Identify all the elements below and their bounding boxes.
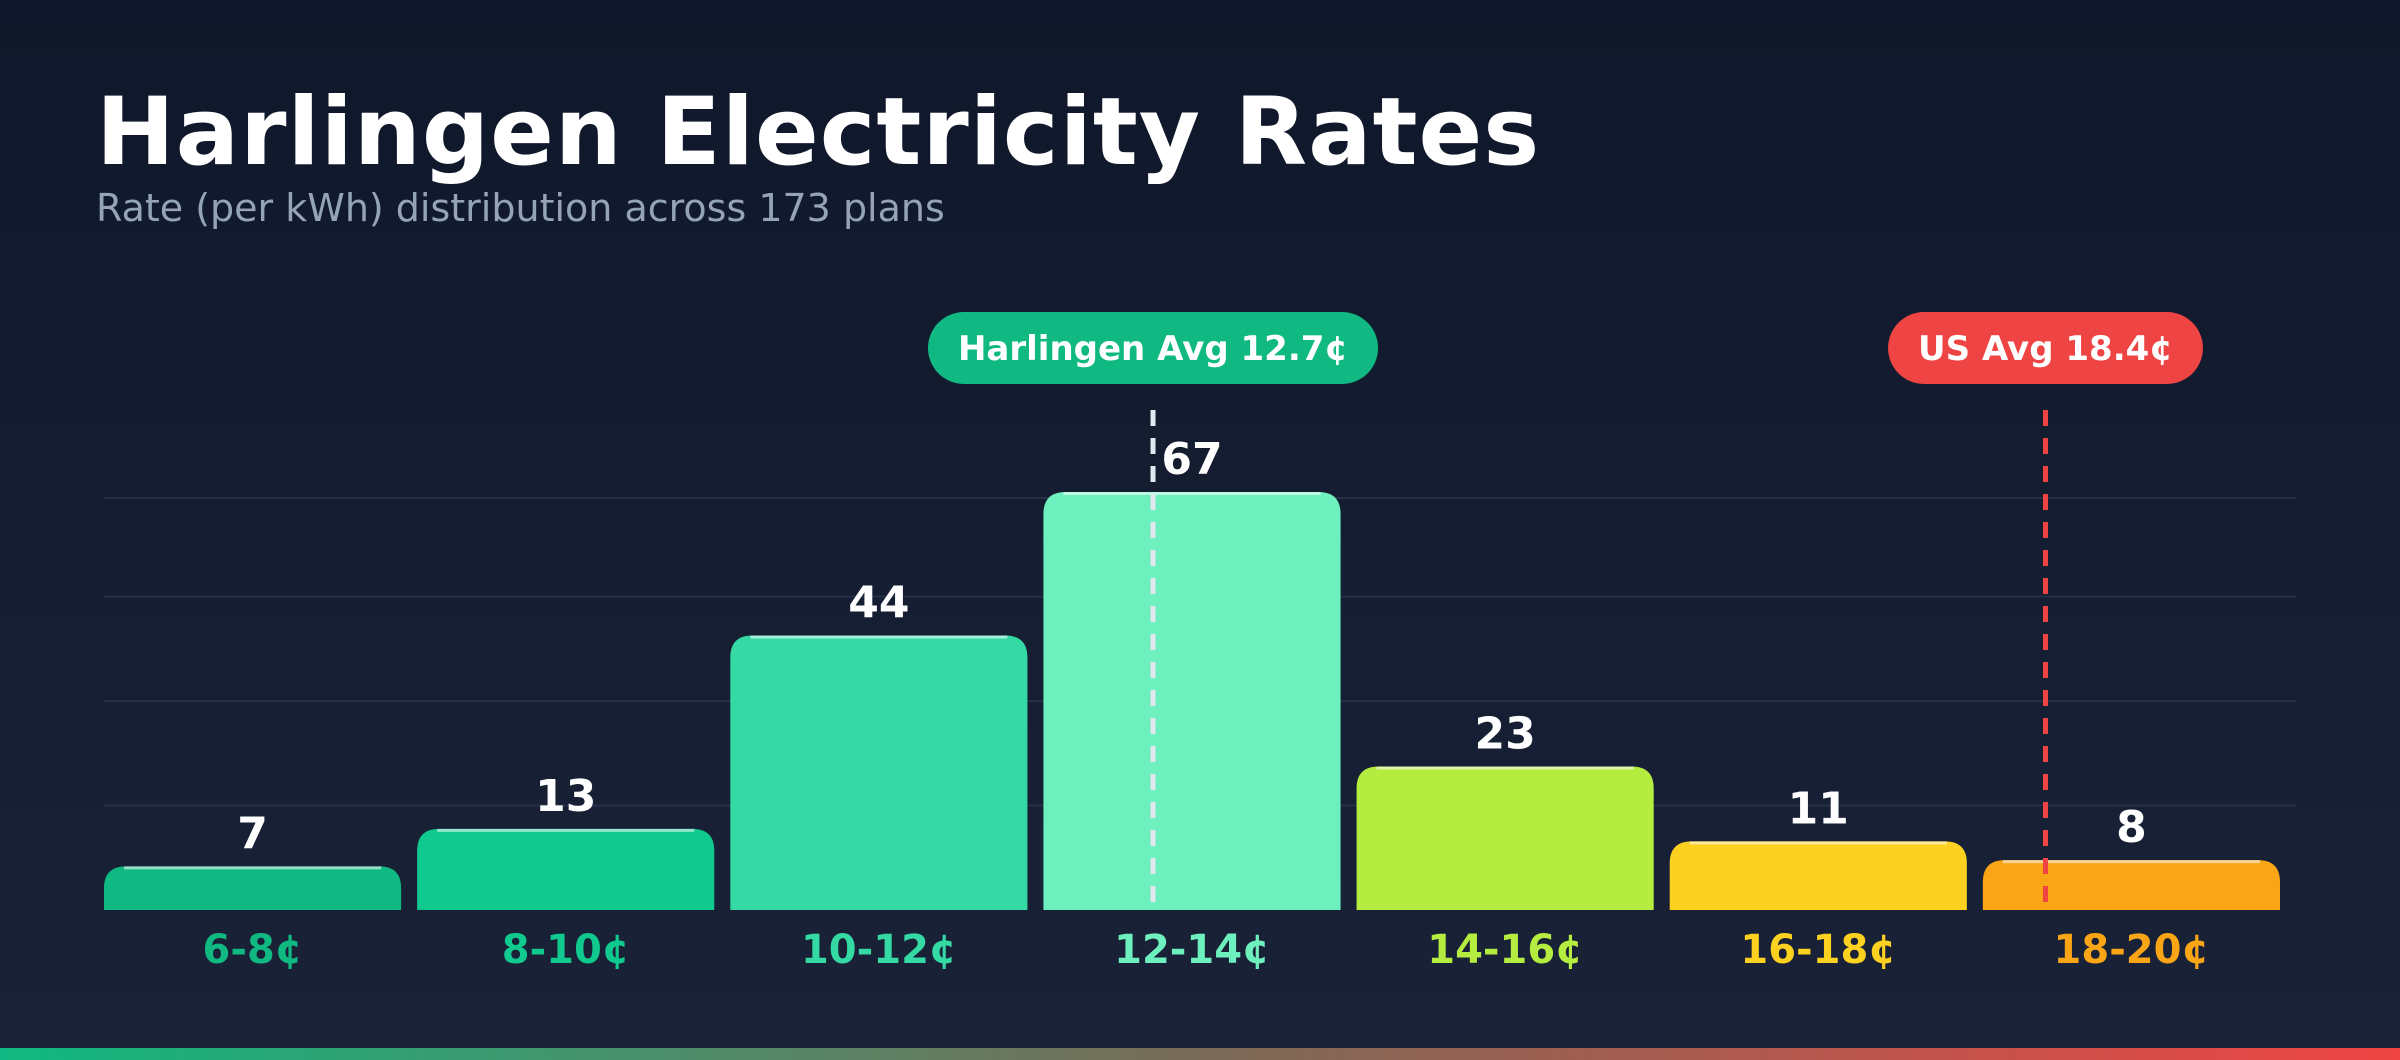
bottom-gradient-bar [0, 1048, 2400, 1060]
bar-value-label: 13 [535, 771, 596, 822]
reference-pill [1888, 312, 2203, 384]
chart-subtitle: Rate (per kWh) distribution across 173 p… [96, 186, 945, 230]
bar-value-label: 8 [2116, 802, 2147, 853]
category-label: 16-18¢ [1740, 927, 1896, 973]
category-label: 14-16¢ [1427, 927, 1583, 973]
reference-label: Harlingen Avg 12.7¢ [958, 329, 1348, 369]
bar [104, 866, 402, 910]
bar [417, 828, 715, 910]
category-label: 10-12¢ [801, 927, 957, 973]
bar [1982, 860, 2280, 910]
bar [1043, 492, 1341, 910]
reference-label: US Avg 18.4¢ [1918, 329, 2173, 369]
bar [1669, 841, 1967, 910]
bar-value-label: 7 [237, 808, 268, 859]
chart-title: Harlingen Electricity Rates [96, 78, 1541, 187]
bar [730, 635, 1028, 910]
bar-value-label: 23 [1475, 709, 1536, 760]
bars-group: 7 6-8¢ 13 8-10¢ 44 10-12¢ 67 12-14¢ 23 14-16¢ 11 16… [104, 434, 2280, 973]
category-label: 8-10¢ [502, 927, 630, 973]
local-average-marker: Harlingen Avg 12.7¢ [927, 312, 1379, 910]
bar-value-label: 11 [1788, 783, 1849, 834]
bar-value-label: 44 [848, 577, 909, 628]
reference-pill [927, 312, 1379, 384]
bar [1356, 766, 1654, 910]
us-average-marker: US Avg 18.4¢ [1888, 312, 2203, 910]
bar-value-label: 67 [1161, 434, 1222, 485]
category-label: 18-20¢ [2054, 927, 2210, 973]
category-label: 6-8¢ [203, 927, 303, 973]
category-label: 12-14¢ [1114, 927, 1270, 973]
